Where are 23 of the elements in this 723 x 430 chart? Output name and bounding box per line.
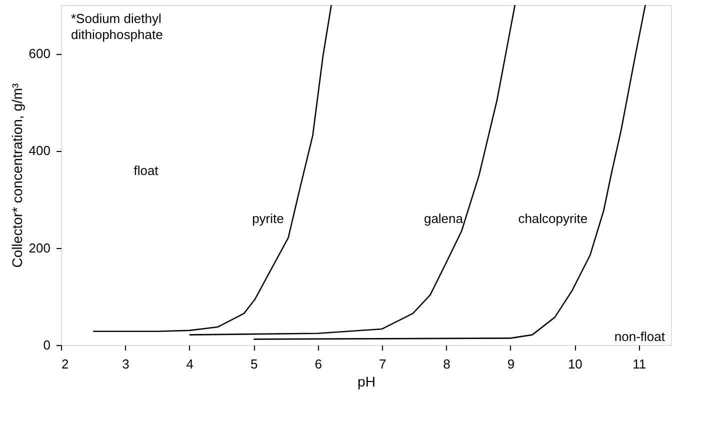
x-tick-label: 6: [314, 356, 322, 372]
x-tick-label: 10: [568, 356, 582, 372]
annotation: float: [134, 163, 159, 178]
x-tick-label: 8: [443, 356, 450, 372]
y-tick-label: 200: [28, 240, 50, 256]
y-axis-title: Collector* concentration, g/m³: [8, 82, 25, 268]
x-tick-label: 4: [186, 356, 194, 372]
y-tick-label: 600: [28, 46, 50, 62]
x-axis-title: pH: [358, 374, 376, 390]
y-tick-label: 0: [43, 338, 50, 352]
annotation: *Sodium diethyl dithiophosphate: [71, 11, 163, 42]
x-tick-label: 2: [62, 356, 69, 372]
series-label: chalcopyrite: [518, 211, 588, 226]
annotation: non-float: [614, 329, 666, 344]
x-tick-label: 9: [507, 356, 515, 372]
line-series: [188, 5, 516, 336]
series-label: galena: [424, 211, 464, 226]
x-tick-label: 3: [122, 356, 130, 372]
y-tick-label: 400: [28, 143, 50, 158]
x-tick-label: 11: [632, 356, 646, 372]
series-label: pyrite: [252, 211, 284, 226]
x-tick-label: 5: [250, 356, 258, 372]
x-tick-label: 7: [378, 356, 386, 372]
